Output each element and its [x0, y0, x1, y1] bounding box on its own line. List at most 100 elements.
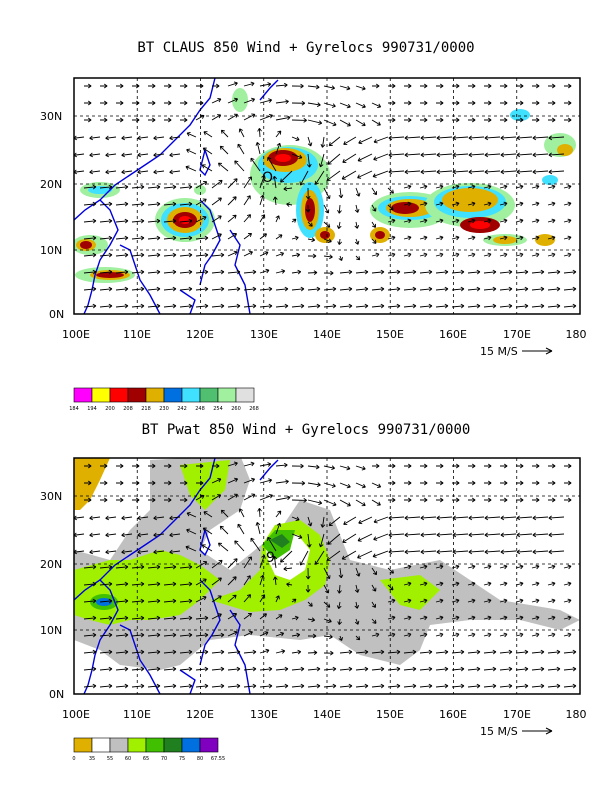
- wind-vector: [337, 204, 342, 214]
- wind-vector: [484, 480, 492, 486]
- wind-vector: [259, 683, 273, 689]
- wind-vector: [211, 649, 225, 655]
- wind-vector: [547, 235, 556, 241]
- wind-vector: [404, 549, 421, 555]
- wind-vector: [547, 252, 556, 258]
- wind-vector: [355, 635, 361, 641]
- wind-vector: [371, 601, 377, 608]
- wind-vector: [387, 252, 396, 258]
- colorbar-label: 208: [123, 406, 133, 412]
- wind-vector: [275, 631, 285, 637]
- wind-vector: [195, 578, 207, 586]
- wind-vector: [195, 252, 209, 258]
- wind-vector: [515, 201, 524, 207]
- wind-vector: [131, 581, 145, 587]
- vector-ref-arrow: [522, 727, 553, 735]
- colorbar-label: 55: [107, 756, 113, 762]
- wind-vector: [217, 542, 229, 552]
- wind-vector: [305, 187, 311, 200]
- wind-vector: [531, 269, 545, 275]
- wind-vector: [275, 286, 289, 292]
- wind-vector: [373, 136, 389, 144]
- wind-vector: [387, 204, 394, 211]
- wind-vector: [451, 286, 465, 292]
- wind-vector: [121, 169, 133, 175]
- wind-vector: [563, 564, 572, 570]
- wind-vector: [339, 465, 351, 471]
- lat-labels: 30N 20N 10N 0N: [40, 110, 64, 321]
- wind-vector: [420, 117, 428, 123]
- wind-vector: [436, 169, 453, 175]
- wind-vector: [373, 153, 389, 161]
- wind-vector: [179, 303, 193, 309]
- wind-vector: [195, 269, 209, 275]
- wind-vector: [257, 508, 262, 518]
- wind-vector: [323, 482, 336, 488]
- wind-vector: [387, 303, 401, 309]
- lon-label: 150E: [376, 708, 404, 721]
- wind-vector: [259, 666, 273, 672]
- wind-vector: [436, 480, 444, 486]
- wind-vector: [180, 83, 188, 89]
- wind-vector: [451, 564, 460, 570]
- wind-vector: [388, 117, 396, 123]
- wind-vector: [291, 136, 300, 142]
- wind-vector: [148, 497, 156, 503]
- wind-vector: [355, 269, 369, 275]
- wind-vector: [307, 136, 313, 147]
- wind-vector: [548, 480, 556, 486]
- lon-label: 180: [566, 708, 587, 721]
- wind-vector: [515, 649, 529, 655]
- wind-vector: [338, 187, 344, 199]
- wind-vector: [499, 184, 508, 190]
- wind-vector: [435, 564, 444, 570]
- wind-vector: [484, 532, 501, 538]
- wind-vector: [451, 632, 460, 638]
- wind-vector: [387, 632, 396, 638]
- wind-vector: [131, 201, 145, 207]
- wind-vector: [259, 233, 267, 240]
- wind-vector: [195, 561, 208, 569]
- wind-vector: [115, 632, 129, 638]
- wind-vector: [291, 153, 303, 160]
- wind-vector: [99, 252, 113, 258]
- wind-vector: [371, 269, 385, 275]
- wind-vector: [115, 269, 129, 275]
- wind-vector: [387, 235, 396, 241]
- wind-vector: [436, 497, 444, 503]
- wind-vector: [275, 510, 282, 518]
- wind-vector: [147, 632, 161, 638]
- wind-vector: [121, 135, 133, 141]
- wind-vector: [211, 252, 225, 258]
- wind-vector: [115, 649, 129, 655]
- wind-vector: [259, 648, 270, 654]
- wind-vector: [243, 176, 252, 189]
- wind-vector: [357, 550, 373, 559]
- wind-vector: [323, 601, 331, 608]
- wind-vector: [467, 666, 481, 672]
- wind-vector: [468, 532, 485, 538]
- wind-vector: [211, 477, 222, 484]
- wind-vector: [499, 615, 508, 621]
- wind-vector: [131, 303, 145, 309]
- wind-vector: [388, 169, 405, 175]
- lon-labels: 100E 110E 120E 130E 140E 150E 160E 170E …: [62, 328, 586, 341]
- wind-vector: [275, 251, 285, 257]
- wind-vector: [452, 117, 460, 123]
- wind-vector: [484, 83, 492, 89]
- wind-vector: [179, 683, 193, 689]
- wind-vector: [212, 463, 220, 469]
- wind-vector: [531, 252, 540, 258]
- wind-vector: [83, 598, 97, 604]
- wind-vector: [153, 169, 165, 175]
- wind-vector: [180, 480, 188, 486]
- wind-vector: [451, 269, 465, 275]
- wind-vector: [99, 598, 113, 604]
- wind-vector: [164, 117, 172, 123]
- wind-vector: [323, 618, 332, 623]
- wind-vector: [323, 187, 331, 200]
- wind-vector: [243, 250, 253, 257]
- wind-vector: [452, 100, 460, 106]
- wind-vector: [499, 581, 508, 587]
- wind-vector: [499, 632, 508, 638]
